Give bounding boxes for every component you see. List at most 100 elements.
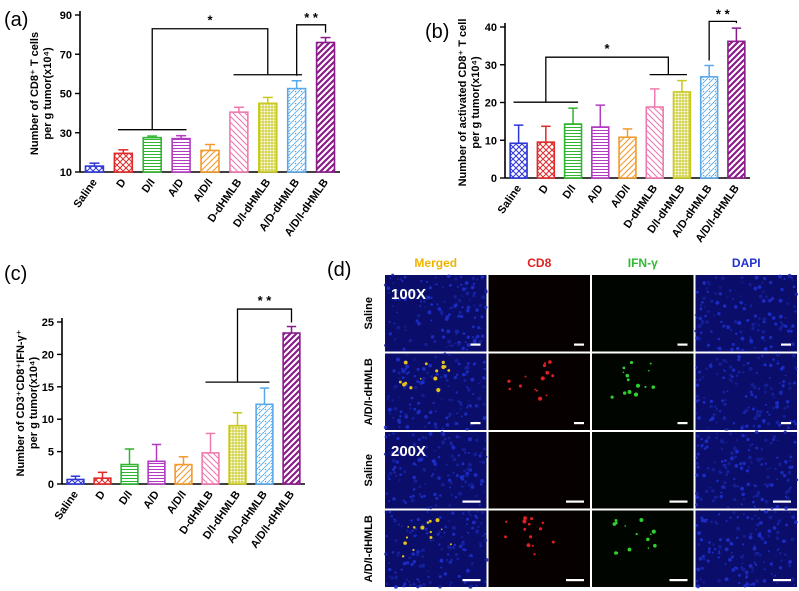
- nucleus-dot: [724, 465, 728, 470]
- nucleus-dot: [479, 461, 481, 464]
- nucleus-dot: [466, 308, 470, 313]
- nucleus-dot: [441, 483, 445, 487]
- bar-d-i-dhmlb: [228, 424, 247, 485]
- nucleus-dot: [383, 452, 387, 456]
- nucleus-dot: [396, 554, 399, 557]
- nucleus-dot: [426, 570, 429, 573]
- nucleus-dot: [399, 410, 403, 414]
- nucleus-dot: [706, 518, 708, 521]
- nucleus-dot: [755, 528, 758, 531]
- nucleus-dot: [460, 485, 464, 488]
- nucleus-dot: [792, 285, 796, 289]
- nucleus-dot: [771, 296, 775, 301]
- nucleus-dot: [412, 494, 415, 498]
- category-label-d-i: D/I: [561, 183, 579, 201]
- nucleus-dot: [706, 343, 711, 347]
- nucleus-dot: [745, 469, 749, 473]
- nucleus-dot: [457, 315, 460, 318]
- nucleus-dot: [422, 563, 425, 566]
- significance-mark: *: [605, 41, 611, 56]
- nucleus-dot: [756, 490, 761, 495]
- significance-mark: * *: [716, 6, 731, 21]
- nucleus-dot: [466, 388, 471, 392]
- nucleus-dot: [705, 320, 709, 324]
- nucleus-dot: [481, 510, 485, 515]
- nucleus-dot: [753, 416, 758, 421]
- nucleus-dot: [393, 407, 398, 411]
- nucleus-dot: [468, 462, 472, 467]
- nucleus-dot: [406, 353, 409, 356]
- nucleus-dot: [459, 407, 462, 410]
- nucleus-dot: [388, 320, 391, 323]
- nucleus-dot: [727, 506, 729, 509]
- nucleus-dot: [442, 335, 446, 339]
- nucleus-dot: [778, 314, 783, 319]
- tile-background: [488, 510, 590, 587]
- nucleus-dot: [758, 509, 761, 512]
- nucleus-dot: [408, 338, 413, 343]
- nucleus-dot: [771, 406, 775, 410]
- nucleus-dot: [476, 510, 479, 513]
- nucleus-dot: [702, 580, 705, 584]
- nucleus-dot: [424, 415, 428, 419]
- nucleus-dot: [461, 372, 466, 377]
- nucleus-dot: [702, 554, 705, 558]
- nucleus-dot: [433, 462, 438, 466]
- nucleus-dot: [475, 495, 478, 498]
- nucleus-dot: [784, 374, 787, 377]
- nucleus-dot: [436, 302, 439, 306]
- nucleus-dot: [399, 473, 402, 476]
- nucleus-dot: [785, 400, 790, 404]
- nucleus-dot: [742, 371, 745, 374]
- nucleus-dot: [438, 575, 442, 579]
- nucleus-dot: [394, 539, 398, 542]
- nucleus-dot: [780, 321, 782, 324]
- signal-dot: [534, 388, 537, 391]
- nucleus-dot: [750, 393, 754, 397]
- nucleus-dot: [448, 353, 451, 357]
- nucleus-dot: [468, 299, 471, 302]
- signal-dot: [535, 389, 538, 392]
- nucleus-dot: [401, 376, 405, 380]
- nucleus-dot: [410, 562, 414, 567]
- nucleus-dot: [432, 539, 435, 542]
- nucleus-dot: [758, 387, 761, 390]
- image-tile-a-d-i-dhmlb-dapi: [695, 509, 798, 589]
- y-axis-label-line: per g tumor(x10⁴): [470, 56, 482, 149]
- nucleus-dot: [465, 411, 467, 414]
- image-tile-saline-dapi: [694, 273, 798, 352]
- nucleus-dot: [768, 363, 773, 368]
- nucleus-dot: [390, 451, 394, 454]
- nucleus-dot: [398, 479, 401, 482]
- nucleus-dot: [481, 295, 486, 300]
- nucleus-dot: [713, 314, 716, 317]
- nucleus-dot: [473, 452, 478, 457]
- nucleus-dot: [468, 452, 471, 455]
- nucleus-dot: [757, 458, 762, 462]
- nucleus-dot: [746, 361, 750, 365]
- nucleus-dot: [696, 584, 701, 589]
- nucleus-dot: [707, 426, 710, 429]
- nucleus-dot: [713, 461, 716, 464]
- nucleus-dot: [791, 279, 794, 282]
- nucleus-dot: [723, 481, 727, 485]
- nucleus-dot: [750, 517, 754, 521]
- nucleus-dot: [702, 557, 706, 561]
- row-label-a-d-i-dhmlb: A/D/I-dHMLB: [363, 358, 375, 425]
- nucleus-dot: [461, 511, 465, 516]
- scale-bar: [677, 343, 688, 346]
- nucleus-dot: [753, 314, 758, 318]
- nucleus-dot: [751, 322, 756, 327]
- nucleus-dot: [434, 504, 438, 508]
- nucleus-dot: [764, 483, 767, 486]
- nucleus-dot: [697, 416, 701, 420]
- nucleus-dot: [787, 426, 790, 430]
- nucleus-dot: [482, 490, 485, 493]
- bar-a-d: [171, 137, 191, 173]
- nucleus-dot: [460, 275, 463, 279]
- nucleus-dot: [761, 354, 764, 357]
- nucleus-dot: [740, 555, 744, 559]
- nucleus-dot: [702, 281, 706, 284]
- nucleus-dot: [791, 353, 796, 358]
- nucleus-dot: [419, 458, 424, 462]
